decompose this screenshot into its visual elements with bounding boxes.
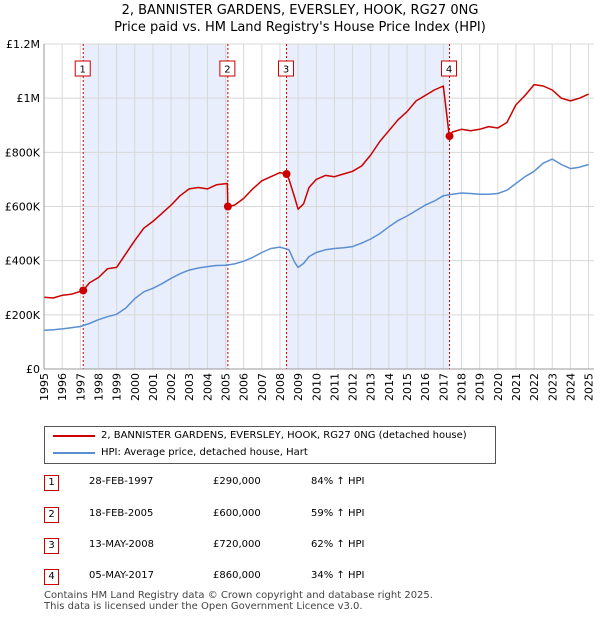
x-tick-label: 2010 [310,373,323,401]
x-tick-label: 2008 [274,373,287,401]
x-tick-label: 2020 [492,373,505,401]
sale-point [79,286,88,295]
property-price-line [43,83,589,299]
x-tick-label: 2024 [564,373,577,401]
x-tick-label: 2013 [365,373,378,401]
legend-label-hpi: HPI: Average price, detached house, Hart [101,447,308,458]
x-tick-label: 1995 [38,373,51,401]
sale-number-label: 4 [446,65,452,76]
x-tick-label: 1999 [111,373,124,401]
legend: 2, BANNISTER GARDENS, EVERSLEY, HOOK, RG… [44,426,496,464]
sale-date: 28-FEB-1997 [89,476,154,487]
sale-date: 05-MAY-2017 [89,570,155,581]
footer-copyright: Contains HM Land Registry data © Crown c… [44,590,433,601]
sale-number-label: 1 [80,65,86,76]
sale-price: £290,000 [213,476,261,487]
footer-licence: This data is licensed under the Open Gov… [44,601,363,612]
sale-number-badge: 2 [44,507,59,523]
x-tick-label: 2017 [437,373,450,401]
sale-number-badge: 3 [44,538,59,554]
x-tick-label: 1997 [74,373,87,401]
sale-hpi-change: 34% ↑ HPI [311,570,365,581]
chart-subtitle: Price paid vs. HM Land Registry's House … [114,20,486,35]
y-tick-label: £600K [5,201,41,214]
legend-swatch-hpi [53,452,95,454]
y-tick-label: £200K [5,309,41,322]
x-tick-label: 2023 [546,373,559,401]
y-tick-label: £400K [5,255,41,268]
x-tick-label: 1996 [56,373,69,401]
sale-number-box [441,60,458,77]
x-tick-label: 1998 [92,373,105,401]
x-tick-label: 2003 [183,373,196,401]
x-tick-label: 2006 [238,373,251,401]
sale-number-label: 3 [283,65,289,76]
sale-number-badge: 4 [44,569,59,585]
x-tick-label: 2022 [528,373,541,401]
y-tick-label: £0 [26,363,40,376]
legend-label-property: 2, BANNISTER GARDENS, EVERSLEY, HOOK, RG… [101,430,467,441]
sale-number-box [74,60,91,77]
chart-title: 2, BANNISTER GARDENS, EVERSLEY, HOOK, RG… [121,3,479,18]
x-tick-label: 2019 [474,373,487,401]
sale-hpi-change: 84% ↑ HPI [311,476,365,487]
x-tick-label: 2011 [328,373,341,401]
sale-hpi-change: 62% ↑ HPI [311,539,365,550]
sale-price: £860,000 [213,570,261,581]
x-tick-label: 2021 [510,373,523,401]
x-tick-label: 2025 [583,373,596,401]
sale-number-box [278,60,295,77]
x-tick-label: 2015 [401,373,414,401]
sale-date: 13-MAY-2008 [89,539,155,550]
sale-hpi-change: 59% ↑ HPI [311,508,365,519]
legend-swatch-property [53,435,95,437]
sale-number-box [219,60,236,77]
x-tick-label: 2009 [292,373,305,401]
sale-number-badge: 1 [44,475,59,491]
sale-date: 18-FEB-2005 [89,508,154,519]
x-tick-label: 2002 [165,373,178,401]
y-tick-label: £800K [5,146,41,159]
y-tick-label: £1M [17,92,41,105]
x-tick-label: 2012 [347,373,360,401]
x-tick-label: 2001 [147,373,160,401]
hpi-line [43,158,589,332]
sale-price: £720,000 [213,539,261,550]
x-tick-label: 2018 [455,373,468,401]
x-tick-label: 2000 [129,373,142,401]
footer: Contains HM Land Registry data © Crown c… [44,590,433,612]
price-chart: 1 2 3 4 £0 £200K £400K £600K £800K £1M £1.2M 1995 19… [5,38,596,401]
x-tick-label: 2005 [220,373,233,401]
sale-number-label: 2 [224,65,230,76]
x-tick-label: 2014 [383,373,396,401]
sale-point [223,202,232,211]
x-tick-label: 2007 [256,373,269,401]
sale-price: £600,000 [213,508,261,519]
x-tick-label: 2016 [419,373,432,401]
sale-point [445,132,454,141]
y-tick-label: £1.2M [6,38,40,51]
x-tick-label: 2004 [201,373,214,401]
sale-point [282,170,291,178]
